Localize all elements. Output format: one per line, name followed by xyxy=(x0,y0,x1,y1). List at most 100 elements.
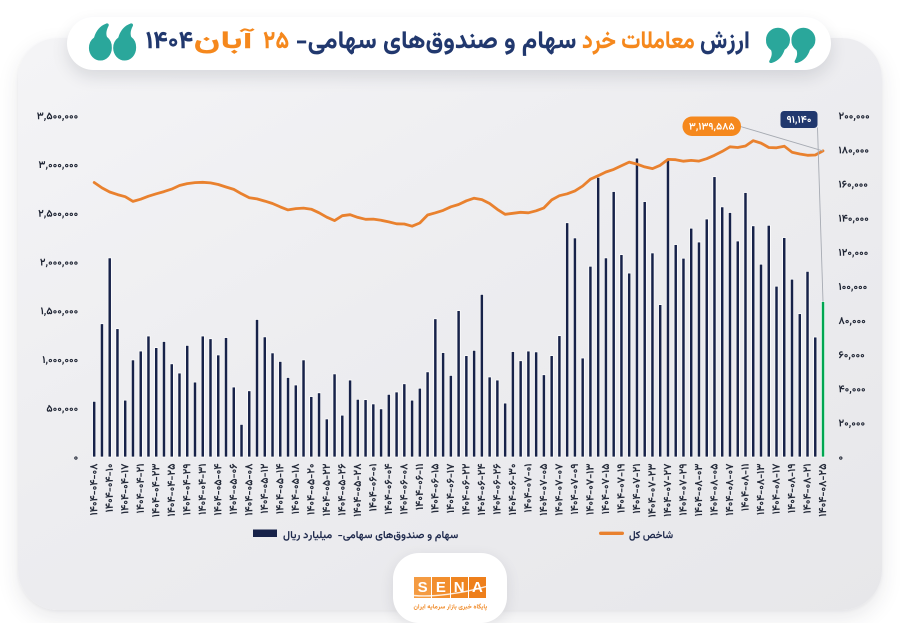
bar xyxy=(704,218,709,458)
bar xyxy=(728,212,732,458)
x-axis-label xyxy=(462,463,470,515)
x-axis-label xyxy=(493,463,501,515)
x-axis-label xyxy=(586,463,594,515)
bar xyxy=(805,271,810,458)
leader-line-index xyxy=(740,126,824,152)
bar xyxy=(146,335,151,458)
right-axis-tick xyxy=(838,146,869,156)
bar xyxy=(131,359,135,458)
bar xyxy=(348,379,353,458)
bar xyxy=(247,390,252,458)
logo-tagline xyxy=(413,603,487,611)
annotation-index xyxy=(682,116,741,136)
bar xyxy=(270,352,275,458)
bar xyxy=(503,402,508,458)
x-axis-label xyxy=(787,464,796,513)
x-axis-label xyxy=(384,463,393,515)
index-line xyxy=(92,139,825,228)
bar xyxy=(394,391,399,458)
x-axis-label xyxy=(446,463,455,513)
left-axis-tick xyxy=(46,404,78,414)
bar xyxy=(720,206,725,458)
bar xyxy=(580,357,585,458)
bar xyxy=(712,176,717,458)
bar xyxy=(541,374,546,458)
bar xyxy=(448,375,453,458)
bar xyxy=(774,285,779,458)
bar xyxy=(627,272,632,458)
bar xyxy=(363,399,368,458)
right-axis-tick xyxy=(838,112,870,122)
bar xyxy=(518,360,523,458)
leader-line-bar xyxy=(817,127,824,302)
bar xyxy=(154,347,159,458)
x-axis-label xyxy=(555,463,563,516)
bar xyxy=(255,319,259,458)
x-axis-label xyxy=(756,463,765,515)
x-axis-label xyxy=(694,463,703,517)
bar xyxy=(107,257,112,458)
x-axis-label xyxy=(369,464,377,512)
logo-letter-n: N xyxy=(450,577,468,598)
bar xyxy=(123,399,128,458)
x-axis-label xyxy=(136,464,144,514)
bar xyxy=(371,403,376,458)
x-axis-label xyxy=(167,463,175,517)
legend-bar-label xyxy=(283,531,458,542)
bar xyxy=(821,301,825,458)
bar xyxy=(138,350,143,458)
left-axis-tick xyxy=(40,258,78,268)
line-series-layer xyxy=(92,139,825,228)
title-subject xyxy=(296,31,576,56)
bar xyxy=(456,310,461,458)
right-axis-tick xyxy=(838,214,869,224)
left-axis-tick xyxy=(37,112,78,122)
x-axis-label xyxy=(338,463,346,516)
x-axis-label xyxy=(818,463,827,517)
bar xyxy=(472,350,477,458)
bar xyxy=(766,224,771,458)
x-axis-label xyxy=(307,464,315,515)
right-axis-tick xyxy=(838,385,865,395)
bar xyxy=(425,371,430,458)
legend-line-label-glyphs xyxy=(629,530,673,541)
left-axis-tick xyxy=(38,209,78,219)
bar xyxy=(169,363,174,458)
x-axis-label xyxy=(803,464,811,514)
bar xyxy=(534,351,539,458)
legend-line-swatch xyxy=(599,531,624,535)
x-axis-label xyxy=(632,464,641,514)
x-axis-label xyxy=(322,463,330,516)
bar xyxy=(588,265,593,458)
x-axis-label xyxy=(539,463,547,516)
left-axis-tick xyxy=(42,356,78,365)
x-axis-label xyxy=(213,463,222,516)
right-axis-tick xyxy=(838,180,868,190)
bar xyxy=(402,383,407,458)
bar xyxy=(479,294,484,458)
bar xyxy=(379,408,384,458)
bar xyxy=(224,337,228,458)
x-axis-label xyxy=(710,463,718,516)
bar xyxy=(735,240,740,458)
bar xyxy=(324,418,329,458)
left-axis-tick xyxy=(74,456,78,460)
bar xyxy=(115,328,120,458)
chart-title xyxy=(88,23,816,64)
x-axis-label xyxy=(741,464,749,511)
x-axis-label xyxy=(260,463,268,514)
logo-letter-s: S xyxy=(414,577,432,598)
x-axis-label xyxy=(120,463,129,514)
x-axis-label xyxy=(415,464,424,510)
bar xyxy=(185,345,190,458)
x-axis-label xyxy=(570,464,579,515)
open-quote-icon xyxy=(88,23,137,61)
bar xyxy=(309,396,314,458)
logo-letter-e: E xyxy=(432,577,450,598)
title-day-number xyxy=(263,31,289,49)
bar xyxy=(650,252,655,458)
bar xyxy=(99,323,104,458)
x-axis-label xyxy=(198,464,206,515)
